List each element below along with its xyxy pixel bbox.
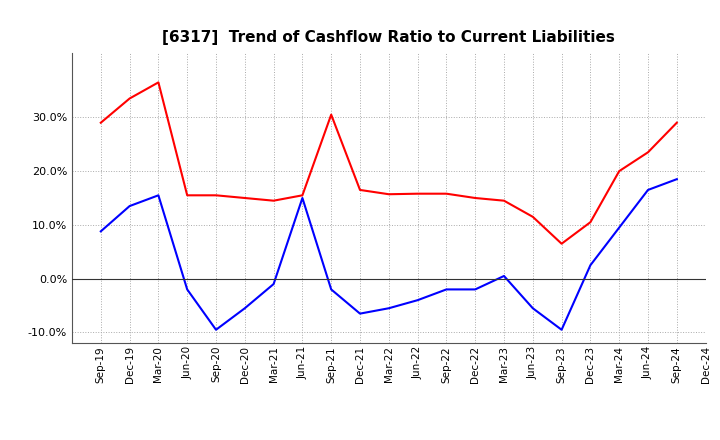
Free CF to Current Liabilities [586, 263, 595, 268]
Title: [6317]  Trend of Cashflow Ratio to Current Liabilities: [6317] Trend of Cashflow Ratio to Curren… [163, 29, 615, 45]
Operating CF to Current Liabilities [557, 241, 566, 246]
Operating CF to Current Liabilities [269, 198, 278, 203]
Operating CF to Current Liabilities [528, 214, 537, 220]
Free CF to Current Liabilities [269, 282, 278, 287]
Free CF to Current Liabilities [644, 187, 652, 193]
Free CF to Current Liabilities [500, 273, 508, 279]
Free CF to Current Liabilities [471, 287, 480, 292]
Free CF to Current Liabilities [413, 297, 422, 303]
Operating CF to Current Liabilities [356, 187, 364, 193]
Free CF to Current Liabilities [298, 195, 307, 201]
Operating CF to Current Liabilities [615, 169, 624, 174]
Operating CF to Current Liabilities [644, 150, 652, 155]
Free CF to Current Liabilities [557, 327, 566, 332]
Operating CF to Current Liabilities [96, 120, 105, 125]
Operating CF to Current Liabilities [413, 191, 422, 196]
Operating CF to Current Liabilities [298, 193, 307, 198]
Free CF to Current Liabilities [154, 193, 163, 198]
Operating CF to Current Liabilities [384, 191, 393, 197]
Operating CF to Current Liabilities [212, 193, 220, 198]
Free CF to Current Liabilities [240, 306, 249, 311]
Free CF to Current Liabilities [528, 306, 537, 311]
Operating CF to Current Liabilities [500, 198, 508, 203]
Free CF to Current Liabilities [125, 203, 134, 209]
Operating CF to Current Liabilities [183, 193, 192, 198]
Operating CF to Current Liabilities [672, 120, 681, 125]
Free CF to Current Liabilities [327, 287, 336, 292]
Operating CF to Current Liabilities [125, 96, 134, 101]
Operating CF to Current Liabilities [154, 80, 163, 85]
Operating CF to Current Liabilities [240, 195, 249, 201]
Operating CF to Current Liabilities [442, 191, 451, 196]
Free CF to Current Liabilities [615, 225, 624, 230]
Operating CF to Current Liabilities [471, 195, 480, 201]
Operating CF to Current Liabilities [586, 220, 595, 225]
Free CF to Current Liabilities [183, 287, 192, 292]
Free CF to Current Liabilities [384, 306, 393, 311]
Free CF to Current Liabilities [96, 229, 105, 234]
Line: Free CF to Current Liabilities: Free CF to Current Liabilities [101, 179, 677, 330]
Operating CF to Current Liabilities [327, 112, 336, 117]
Free CF to Current Liabilities [672, 176, 681, 182]
Line: Operating CF to Current Liabilities: Operating CF to Current Liabilities [101, 82, 677, 244]
Free CF to Current Liabilities [442, 287, 451, 292]
Free CF to Current Liabilities [356, 311, 364, 316]
Free CF to Current Liabilities [212, 327, 220, 332]
